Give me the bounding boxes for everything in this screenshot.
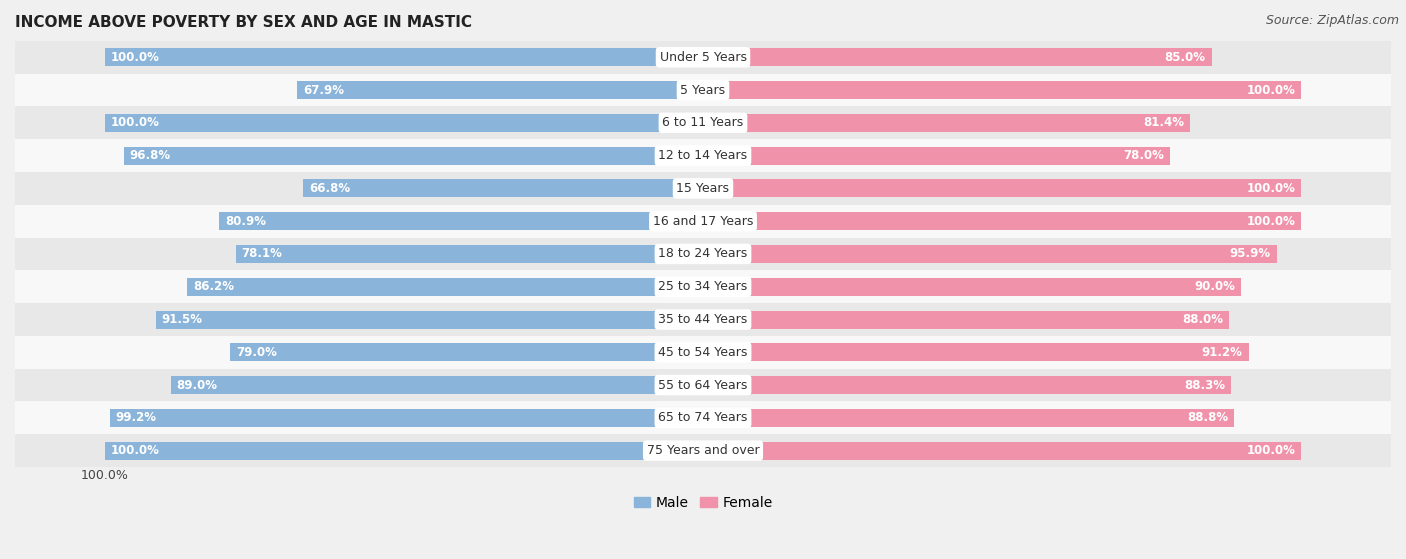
Text: 16 and 17 Years: 16 and 17 Years	[652, 215, 754, 228]
Bar	[15, 106, 1391, 139]
Bar	[15, 238, 1391, 271]
Text: 75 Years and over: 75 Years and over	[647, 444, 759, 457]
Bar	[156, 310, 703, 329]
Text: 6 to 11 Years: 6 to 11 Years	[662, 116, 744, 129]
Bar	[104, 48, 703, 67]
Bar	[15, 336, 1391, 369]
Text: 15 Years: 15 Years	[676, 182, 730, 195]
Bar	[703, 81, 1302, 99]
Bar	[297, 81, 703, 99]
Text: 81.4%: 81.4%	[1143, 116, 1184, 129]
Bar	[124, 146, 703, 165]
Text: 90.0%: 90.0%	[1195, 280, 1236, 293]
Text: 80.9%: 80.9%	[225, 215, 266, 228]
Text: 12 to 14 Years: 12 to 14 Years	[658, 149, 748, 162]
Bar	[15, 172, 1391, 205]
Text: 96.8%: 96.8%	[129, 149, 172, 162]
Text: 89.0%: 89.0%	[177, 378, 218, 392]
Bar	[15, 434, 1391, 467]
Bar	[15, 303, 1391, 336]
Text: 86.2%: 86.2%	[193, 280, 235, 293]
Bar	[170, 376, 703, 394]
Text: 95.9%: 95.9%	[1230, 248, 1271, 260]
Bar	[231, 343, 703, 361]
Bar	[703, 245, 1277, 263]
Text: 25 to 34 Years: 25 to 34 Years	[658, 280, 748, 293]
Text: 78.0%: 78.0%	[1123, 149, 1164, 162]
Text: 100.0%: 100.0%	[1246, 444, 1295, 457]
Bar	[15, 74, 1391, 106]
Text: 91.5%: 91.5%	[162, 313, 202, 326]
Text: 65 to 74 Years: 65 to 74 Years	[658, 411, 748, 424]
Bar	[703, 179, 1302, 197]
Text: 99.2%: 99.2%	[115, 411, 156, 424]
Bar	[703, 310, 1229, 329]
Bar	[703, 442, 1302, 459]
Text: Source: ZipAtlas.com: Source: ZipAtlas.com	[1265, 14, 1399, 27]
Bar	[219, 212, 703, 230]
Text: 100.0%: 100.0%	[1246, 182, 1295, 195]
Text: 100.0%: 100.0%	[1246, 215, 1295, 228]
Bar	[703, 114, 1189, 132]
Bar	[104, 114, 703, 132]
Text: 88.8%: 88.8%	[1187, 411, 1229, 424]
Text: 5 Years: 5 Years	[681, 83, 725, 97]
Text: 45 to 54 Years: 45 to 54 Years	[658, 346, 748, 359]
Text: 91.2%: 91.2%	[1202, 346, 1243, 359]
Bar	[703, 409, 1234, 427]
Text: 100.0%: 100.0%	[80, 468, 129, 482]
Text: 18 to 24 Years: 18 to 24 Years	[658, 248, 748, 260]
Bar	[187, 278, 703, 296]
Text: 66.8%: 66.8%	[309, 182, 350, 195]
Bar	[703, 278, 1241, 296]
Bar	[304, 179, 703, 197]
Bar	[15, 205, 1391, 238]
Bar	[104, 442, 703, 459]
Bar	[15, 369, 1391, 401]
Text: 35 to 44 Years: 35 to 44 Years	[658, 313, 748, 326]
Bar	[15, 41, 1391, 74]
Bar	[15, 271, 1391, 303]
Text: Under 5 Years: Under 5 Years	[659, 51, 747, 64]
Text: 79.0%: 79.0%	[236, 346, 277, 359]
Text: INCOME ABOVE POVERTY BY SEX AND AGE IN MASTIC: INCOME ABOVE POVERTY BY SEX AND AGE IN M…	[15, 15, 472, 30]
Text: 88.0%: 88.0%	[1182, 313, 1223, 326]
Text: 100.0%: 100.0%	[1246, 83, 1295, 97]
Text: 88.3%: 88.3%	[1184, 378, 1225, 392]
Text: 100.0%: 100.0%	[111, 51, 160, 64]
Bar	[703, 48, 1212, 67]
Text: 78.1%: 78.1%	[242, 248, 283, 260]
Bar	[703, 376, 1232, 394]
Bar	[15, 401, 1391, 434]
Bar	[236, 245, 703, 263]
Text: 85.0%: 85.0%	[1164, 51, 1205, 64]
Text: 55 to 64 Years: 55 to 64 Years	[658, 378, 748, 392]
Legend: Male, Female: Male, Female	[628, 490, 778, 515]
Bar	[703, 212, 1302, 230]
Bar	[703, 146, 1170, 165]
Text: 67.9%: 67.9%	[302, 83, 343, 97]
Bar	[110, 409, 703, 427]
Text: 100.0%: 100.0%	[111, 444, 160, 457]
Bar	[703, 343, 1249, 361]
Text: 100.0%: 100.0%	[111, 116, 160, 129]
Bar	[15, 139, 1391, 172]
